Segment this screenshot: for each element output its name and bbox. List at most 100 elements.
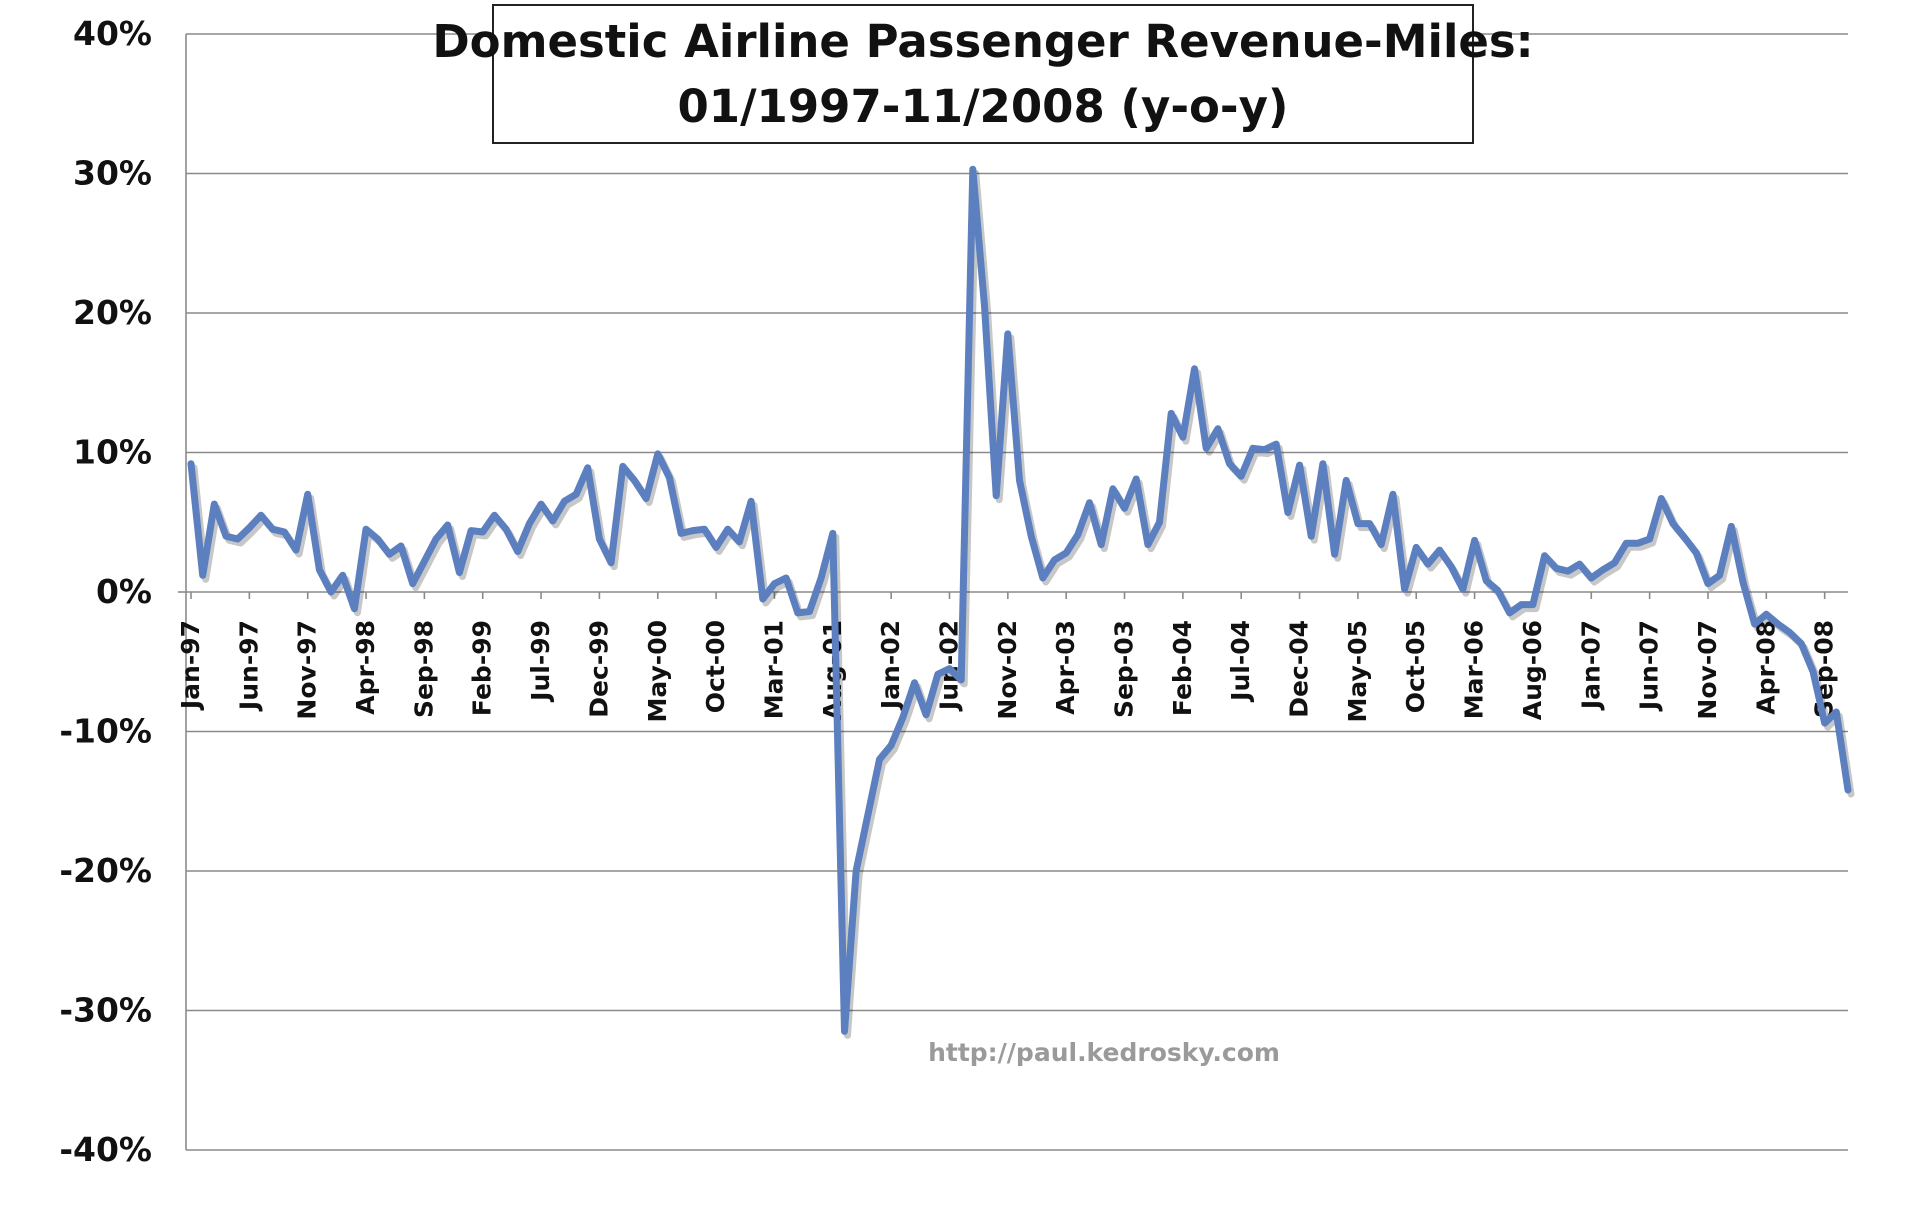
data-point (188, 461, 194, 467)
x-tick-label: May-00 (643, 620, 672, 722)
data-point (1227, 461, 1233, 467)
gridlines (178, 33, 1848, 1151)
data-point (561, 498, 567, 504)
data-point (491, 512, 497, 518)
data-point (666, 475, 672, 481)
data-point (1098, 542, 1104, 548)
data-point (1507, 610, 1513, 616)
x-tick-label: Apr-03 (1051, 620, 1080, 715)
data-point (1402, 586, 1408, 592)
data-point (1320, 461, 1326, 467)
x-tick-label: May-05 (1343, 620, 1372, 722)
x-tick-label: Sep-03 (1110, 620, 1139, 718)
data-point (1308, 533, 1314, 539)
data-point (1063, 550, 1069, 556)
data-point (1215, 426, 1221, 432)
y-tick-label: 20% (73, 293, 152, 332)
data-point (1087, 500, 1093, 506)
x-tick-label: Mar-01 (759, 620, 788, 719)
data-point (806, 609, 812, 615)
data-point (1133, 476, 1139, 482)
x-tick-label: Dec-99 (584, 620, 613, 718)
data-point (1437, 547, 1443, 553)
data-point (1518, 602, 1524, 608)
data-point (211, 501, 217, 507)
data-point (1297, 462, 1303, 468)
x-tick-label: Oct-00 (701, 620, 730, 713)
x-tick-label: Jan-02 (876, 620, 905, 711)
data-point (1752, 621, 1758, 627)
data-point (900, 715, 906, 721)
data-point (1798, 641, 1804, 647)
data-point (258, 512, 264, 518)
x-axis-tick-labels: Jan-97 Jun-97 Nov-97 Apr-98 Sep-98 Feb-99 Jul-… (176, 620, 1839, 722)
data-point (1763, 611, 1769, 617)
data-point (1075, 532, 1081, 538)
data-point (596, 536, 602, 542)
data-point (1635, 540, 1641, 546)
data-point (1740, 579, 1746, 585)
data-point (1495, 588, 1501, 594)
data-point (1145, 542, 1151, 548)
data-point (316, 567, 322, 573)
x-tick-label: Mar-06 (1460, 620, 1489, 719)
data-point (503, 526, 509, 532)
data-point (1425, 561, 1431, 567)
data-point (748, 498, 754, 504)
x-tick-label: Apr-08 (1751, 620, 1780, 715)
data-point (1250, 445, 1256, 451)
data-point (1262, 447, 1268, 453)
x-tick-label: Sep-98 (409, 620, 438, 718)
data-point (1168, 410, 1174, 416)
data-point (515, 549, 521, 555)
data-point (223, 533, 229, 539)
data-point (620, 463, 626, 469)
data-point (1355, 521, 1361, 527)
data-point (1390, 491, 1396, 497)
data-point (911, 680, 917, 686)
x-tick-label: Feb-99 (468, 620, 497, 716)
data-point (445, 522, 451, 528)
data-point (1343, 477, 1349, 483)
series-line (187, 165, 1852, 1035)
data-point (550, 518, 556, 524)
x-tick-label: Nov-02 (993, 620, 1022, 720)
data-point (1460, 586, 1466, 592)
data-point (1157, 519, 1163, 525)
data-point (1028, 533, 1034, 539)
data-point (585, 465, 591, 471)
data-point (1238, 473, 1244, 479)
data-point (1285, 509, 1291, 515)
x-tick-label: Oct-05 (1401, 620, 1430, 713)
title-box-border (492, 4, 1474, 144)
chart-title-line-2: 01/1997-11/2008 (y-o-y) (677, 80, 1288, 133)
data-point (830, 530, 836, 536)
data-point (1717, 572, 1723, 578)
data-point (783, 575, 789, 581)
data-point (340, 572, 346, 578)
data-point (1600, 567, 1606, 573)
x-tick-label: Nov-97 (293, 620, 322, 720)
data-point (363, 526, 369, 532)
data-point (386, 551, 392, 557)
data-point (853, 868, 859, 874)
data-point (1810, 669, 1816, 675)
data-point (200, 572, 206, 578)
data-point (1822, 720, 1828, 726)
chart-title-line-1: Domestic Airline Passenger Revenue-Miles… (432, 15, 1533, 68)
x-tick-label: Apr-98 (351, 620, 380, 715)
y-tick-label: -40% (59, 1130, 152, 1169)
y-tick-label: -20% (59, 851, 152, 890)
data-point (970, 166, 976, 172)
data-point (1705, 581, 1711, 587)
data-point (818, 575, 824, 581)
data-point (305, 491, 311, 497)
data-point (433, 536, 439, 542)
chart-title-box: Domestic Airline Passenger Revenue-Miles… (432, 4, 1534, 144)
data-point (655, 451, 661, 457)
data-point (771, 581, 777, 587)
data-point (480, 529, 486, 535)
data-point (946, 666, 952, 672)
data-point (1612, 560, 1618, 566)
